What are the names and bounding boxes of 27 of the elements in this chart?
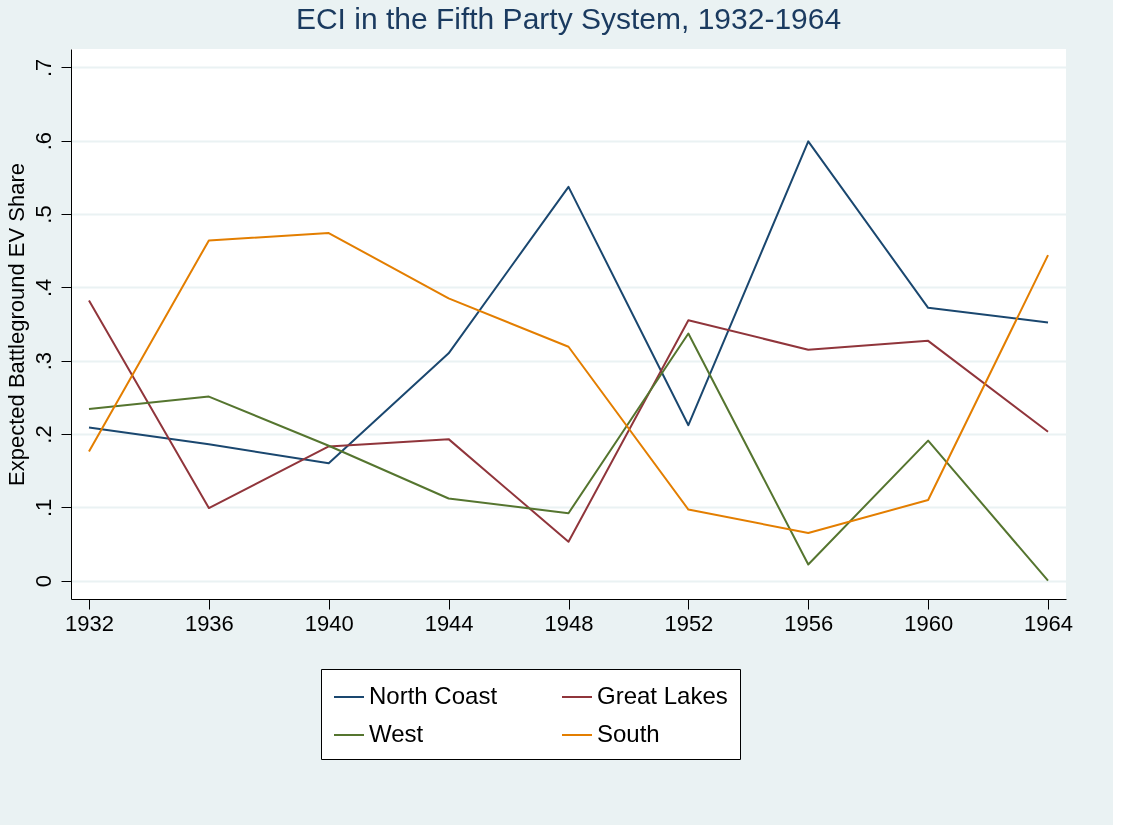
legend-label: West: [369, 720, 424, 747]
x-tick-label: 1956: [784, 610, 834, 636]
line-series: [87, 332, 1050, 582]
y-tick-label: .3: [30, 351, 56, 371]
y-tick-label: .1: [30, 498, 56, 518]
y-tick-label: .7: [30, 58, 56, 78]
x-tick-label: 1944: [424, 610, 474, 636]
line-series: [87, 232, 1050, 534]
x-tick-label: 1960: [904, 610, 954, 636]
legend-label: South: [597, 720, 660, 747]
y-tick-label: 0: [30, 575, 56, 588]
x-tick-label: 1940: [304, 610, 354, 636]
x-tick-label: 1936: [184, 610, 234, 636]
line-series: [87, 140, 1050, 465]
legend-label: Great Lakes: [597, 682, 728, 709]
legend-label: North Coast: [369, 682, 498, 709]
line-series: [87, 299, 1050, 543]
y-tick-label: .2: [30, 425, 56, 444]
y-tick-label: .6: [30, 131, 56, 151]
x-tick-label: 1932: [65, 610, 114, 636]
y-axis-title: Expected Battleground EV Share: [3, 163, 29, 486]
x-tick-label: 1948: [544, 610, 594, 636]
chart-title: ECI in the Fifth Party System, 1932-1964: [295, 2, 842, 35]
x-tick-label: 1964: [1024, 610, 1073, 636]
y-tick-label: .5: [30, 205, 56, 224]
y-tick-label: .4: [30, 278, 56, 298]
x-tick-label: 1952: [664, 610, 714, 636]
